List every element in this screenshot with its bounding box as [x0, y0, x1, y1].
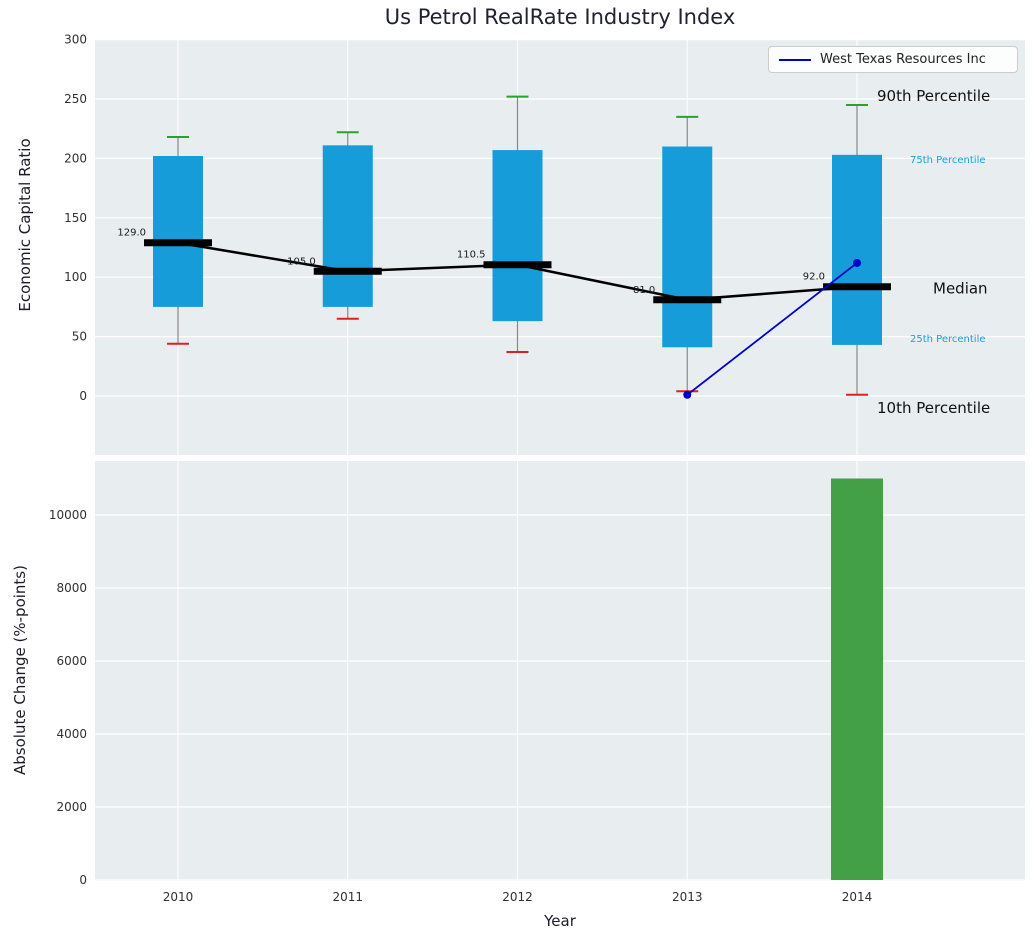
bottom-ytick-label: 6000 [56, 654, 87, 668]
change-bar-2014 [831, 478, 883, 880]
median-value-label: 81.0 [633, 285, 655, 296]
iqr-box-2013 [662, 146, 713, 348]
bottom-panel-bg [95, 461, 1025, 881]
legend-label: West Texas Resources Inc [820, 52, 986, 67]
xtick-label: 2010 [163, 890, 194, 904]
xtick-label: 2012 [502, 890, 533, 904]
annotation-p90: 90th Percentile [877, 87, 990, 105]
median-value-label: 129.0 [117, 228, 146, 239]
median-value-label: 92.0 [803, 272, 825, 283]
company-marker [683, 390, 692, 399]
company-marker [853, 258, 861, 267]
top-ytick-label: 100 [64, 270, 87, 284]
iqr-box-2012 [492, 150, 543, 322]
bottom-y-axis-label: Absolute Change (%-points) [11, 565, 29, 775]
x-axis-label: Year [544, 912, 576, 930]
bottom-ytick-label: 2000 [56, 800, 87, 814]
top-ytick-label: 250 [64, 92, 87, 106]
company-line [686, 262, 858, 396]
bottom-ytick-label: 10000 [49, 508, 87, 522]
annotation-p75: 75th Percentile [910, 155, 986, 166]
top-y-axis-label: Economic Capital Ratio [16, 138, 34, 312]
iqr-box-2011 [322, 145, 373, 307]
bottom-ytick-label: 0 [79, 873, 87, 887]
chart-title: Us Petrol RealRate Industry Index [384, 5, 736, 29]
xtick-label: 2011 [332, 890, 363, 904]
top-ytick-label: 150 [64, 211, 87, 225]
xtick-label: 2014 [842, 890, 873, 904]
annotation-p10: 10th Percentile [877, 399, 990, 417]
iqr-box-2014 [832, 154, 882, 345]
iqr-box-2010 [153, 156, 203, 307]
bottom-ytick-label: 8000 [56, 581, 87, 595]
bottom-ytick-label: 4000 [56, 727, 87, 741]
legend: West Texas Resources Inc [768, 46, 1018, 73]
annotation-median: Median [933, 280, 988, 298]
median-value-label: 110.5 [457, 250, 486, 261]
top-ytick-label: 300 [64, 33, 87, 47]
xtick-label: 2013 [672, 890, 703, 904]
annotation-p25: 25th Percentile [910, 334, 986, 345]
top-ytick-label: 50 [72, 330, 87, 344]
median-value-label: 105.0 [287, 256, 316, 267]
legend-line-swatch [779, 58, 811, 61]
top-ytick-label: 200 [64, 151, 87, 165]
top-ytick-label: 0 [79, 389, 87, 403]
